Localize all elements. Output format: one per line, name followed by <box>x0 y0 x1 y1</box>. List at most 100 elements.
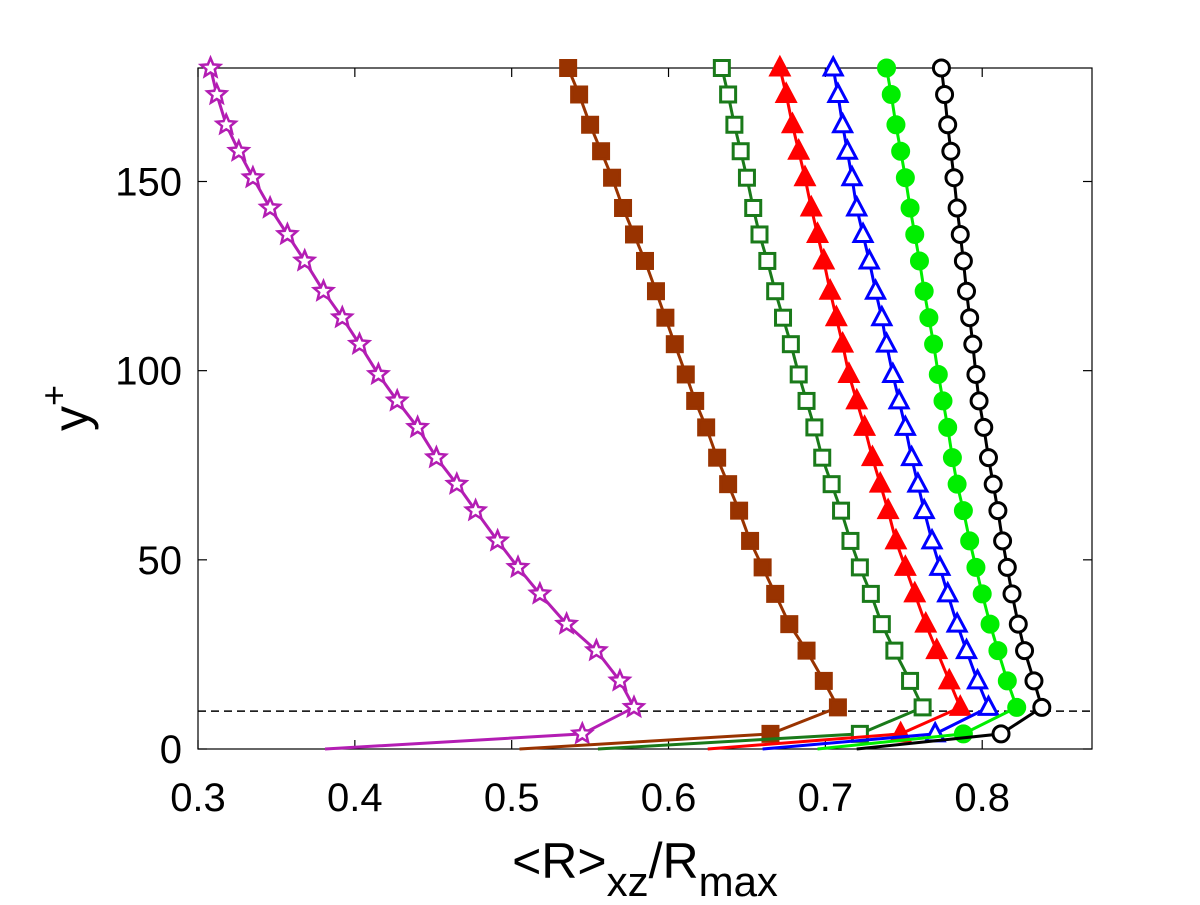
data-point <box>780 111 804 134</box>
data-point <box>960 531 980 551</box>
data-point <box>913 698 932 717</box>
data-point <box>719 475 738 494</box>
series-green-open-squares <box>597 59 932 751</box>
data-point <box>1015 641 1035 661</box>
data-point <box>993 531 1013 551</box>
data-point <box>485 527 511 552</box>
data-point <box>941 141 961 161</box>
data-point <box>976 694 1000 716</box>
data-point <box>505 554 531 579</box>
data-point <box>988 641 1008 661</box>
data-point <box>226 137 252 162</box>
data-point <box>826 81 850 103</box>
data-point <box>257 194 283 219</box>
data-point <box>950 224 970 244</box>
data-point <box>463 497 489 522</box>
x-tick-label: 0.7 <box>798 776 854 820</box>
data-point <box>725 115 744 134</box>
data-point <box>346 330 373 355</box>
x-tick-labels: 0.3 0.4 0.5 0.6 0.7 0.8 <box>170 776 1010 820</box>
data-point <box>805 418 824 437</box>
data-point <box>818 278 842 300</box>
data-point <box>603 168 622 187</box>
data-point <box>945 610 969 633</box>
data-point <box>851 221 875 243</box>
data-point <box>948 694 972 716</box>
data-point <box>891 141 911 161</box>
data-point <box>840 164 864 187</box>
data-point <box>966 557 986 577</box>
data-point <box>831 111 855 134</box>
data-point <box>797 641 816 660</box>
data-point <box>592 142 611 161</box>
x-tick-label: 0.8 <box>954 776 1010 820</box>
data-point <box>686 391 705 410</box>
data-point <box>780 615 799 634</box>
data-point <box>824 304 848 327</box>
y-tick-label: 100 <box>115 350 182 394</box>
data-point <box>885 641 904 660</box>
data-point <box>832 501 851 520</box>
y-axis-label-main: y <box>43 406 99 431</box>
y-axis-label-sup: + <box>33 385 74 406</box>
data-point <box>813 448 832 467</box>
data-point <box>731 142 750 161</box>
data-point <box>850 558 869 577</box>
data-point <box>812 247 836 270</box>
data-point <box>925 637 949 660</box>
data-point <box>887 387 911 410</box>
data-point <box>935 84 955 104</box>
data-point <box>845 387 869 410</box>
data-point <box>893 414 917 436</box>
data-point <box>806 221 830 243</box>
data-point <box>914 610 938 633</box>
data-point <box>787 138 811 160</box>
data-point <box>758 251 777 270</box>
data-point <box>837 361 861 383</box>
data-point <box>895 168 915 188</box>
data-point <box>928 364 948 384</box>
series-brown-filled-squares <box>519 59 847 751</box>
data-point <box>712 59 731 77</box>
data-point <box>893 554 917 576</box>
data-point <box>744 198 763 217</box>
data-point <box>966 364 986 384</box>
data-point <box>900 198 920 218</box>
data-point <box>329 304 355 329</box>
data-point <box>860 444 884 467</box>
data-point <box>881 361 905 383</box>
data-point <box>621 694 647 719</box>
data-point <box>797 391 816 410</box>
data-point <box>789 365 808 384</box>
data-point <box>1032 697 1052 717</box>
data-point <box>753 558 772 577</box>
data-point <box>966 667 989 690</box>
data-point <box>1024 671 1044 691</box>
data-point <box>828 698 847 717</box>
series-red-filled-triangles <box>707 54 972 751</box>
data-point <box>730 501 749 520</box>
data-point <box>875 330 899 353</box>
series-blue-open-triangles <box>762 54 1000 751</box>
data-point <box>877 58 897 78</box>
data-point <box>980 614 1000 634</box>
data-point <box>841 531 860 550</box>
data-point <box>197 54 224 79</box>
data-point <box>1007 697 1027 717</box>
data-point <box>936 580 960 603</box>
data-point <box>554 610 580 635</box>
data-point <box>607 667 633 692</box>
data-point <box>983 474 1003 494</box>
data-point <box>569 720 595 745</box>
data-point <box>581 115 600 134</box>
data-point <box>947 198 967 218</box>
data-point <box>676 365 695 384</box>
series-black-open-circles <box>856 58 1052 751</box>
data-point <box>365 361 392 386</box>
data-point <box>570 85 589 104</box>
data-point <box>881 84 901 104</box>
data-point <box>821 54 845 77</box>
data-point <box>884 527 908 550</box>
data-point <box>886 115 906 135</box>
data-point <box>240 164 266 189</box>
